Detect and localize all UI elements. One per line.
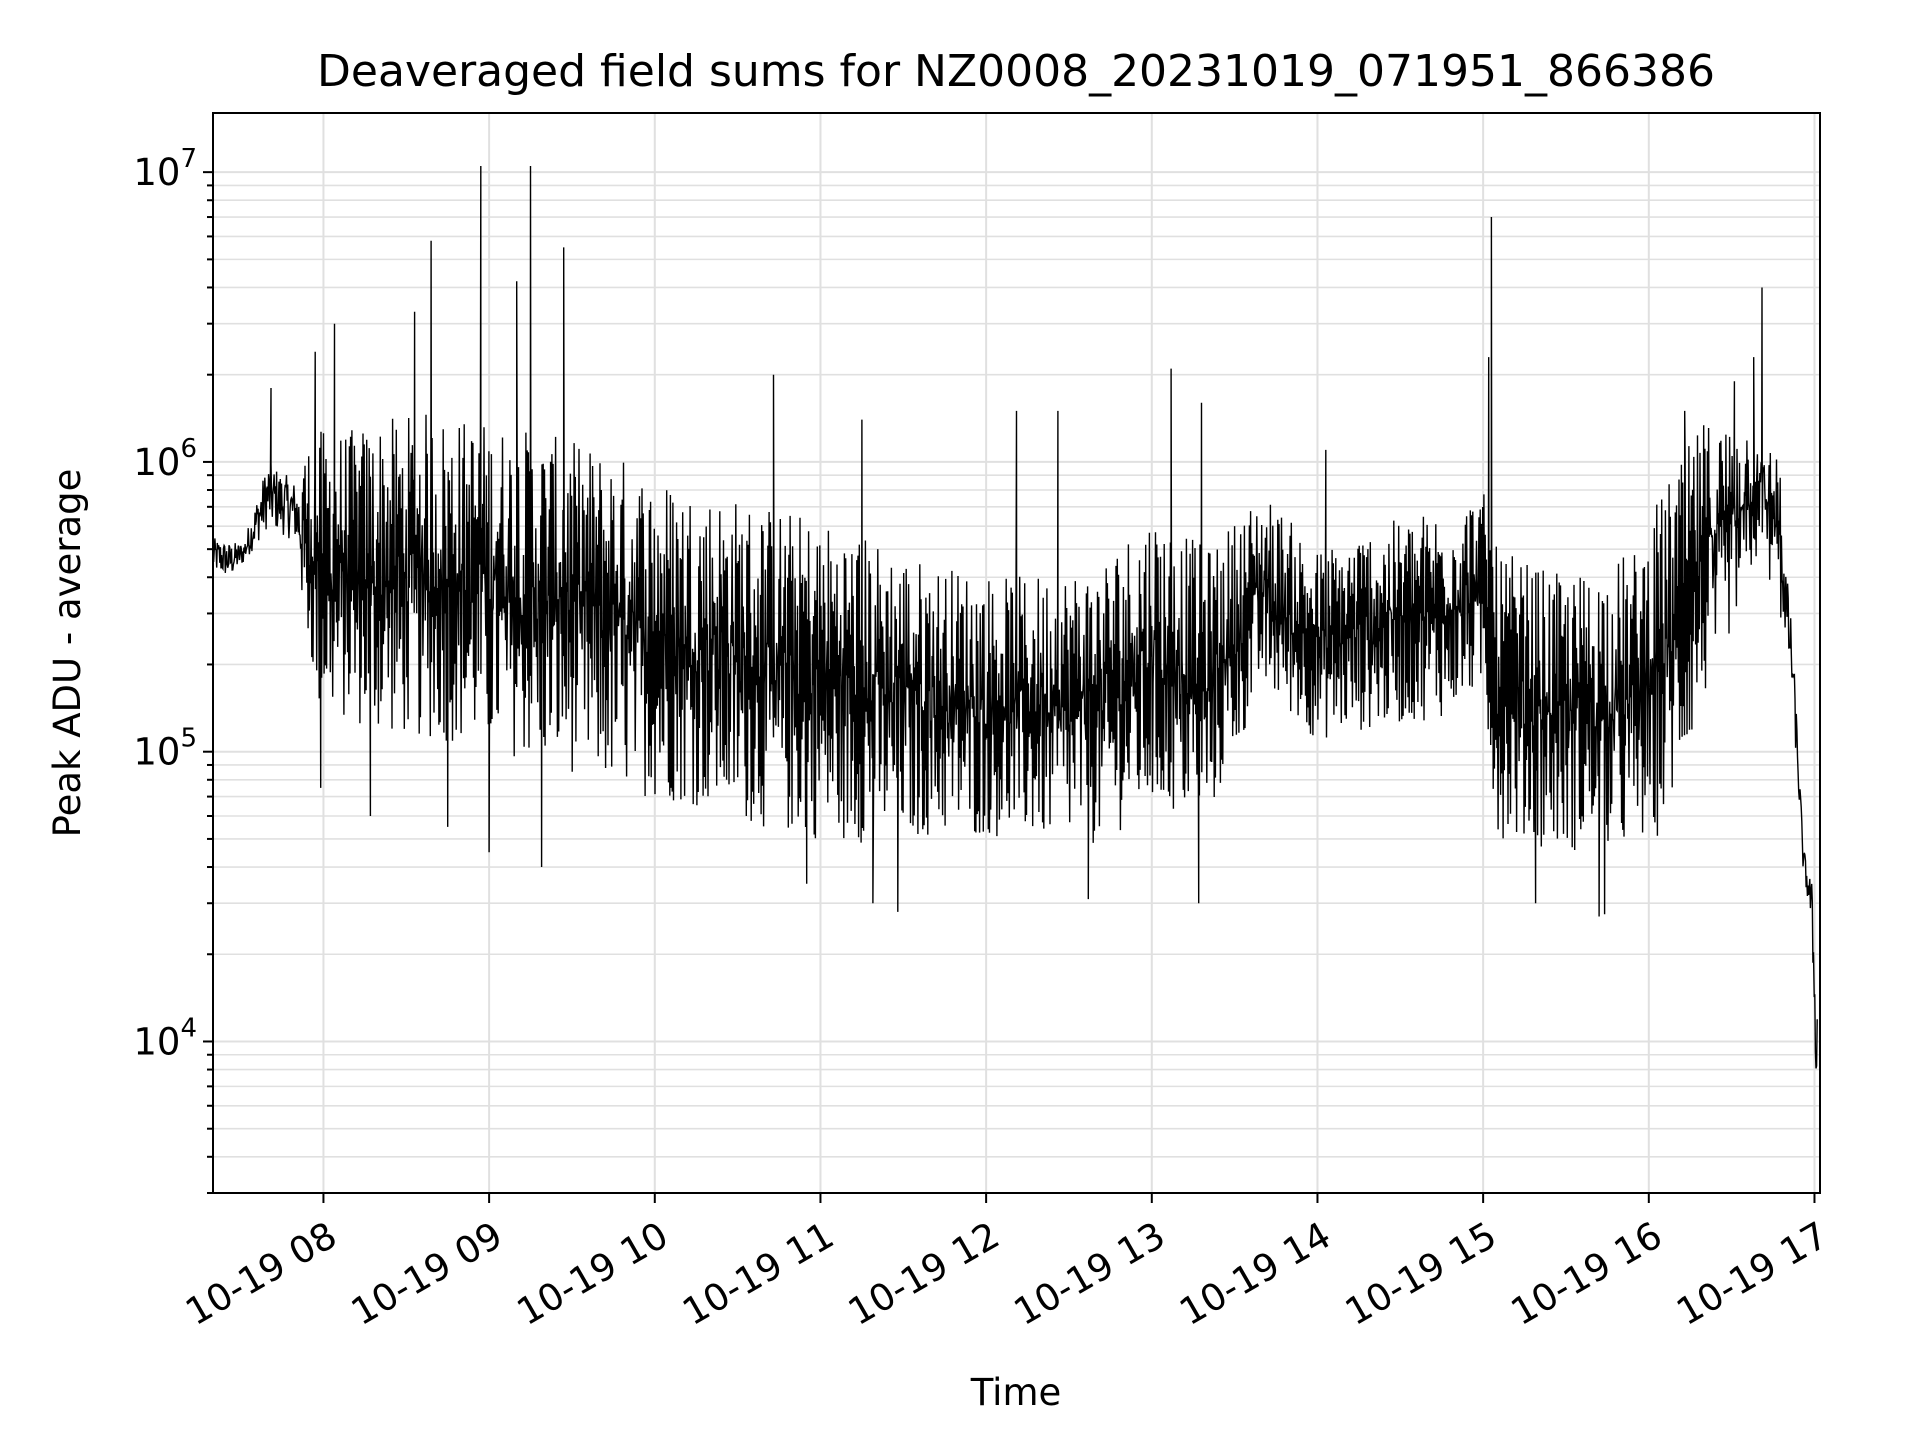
series-trace	[212, 165, 1818, 1069]
y-tick-label: 105	[133, 724, 197, 774]
plot-frame	[212, 112, 1821, 1194]
series-line	[212, 165, 1818, 1069]
y-axis-label: Peak ADU - average	[46, 469, 89, 838]
y-tick-label: 106	[133, 434, 197, 484]
y-tick-label: 104	[133, 1013, 197, 1063]
y-tick-label: 107	[133, 144, 197, 194]
x-axis-label: Time	[970, 1371, 1062, 1414]
chart-title: Deaveraged field sums for NZ0008_2023101…	[317, 46, 1715, 97]
y-axis: 104 105 106 107	[133, 144, 213, 1194]
